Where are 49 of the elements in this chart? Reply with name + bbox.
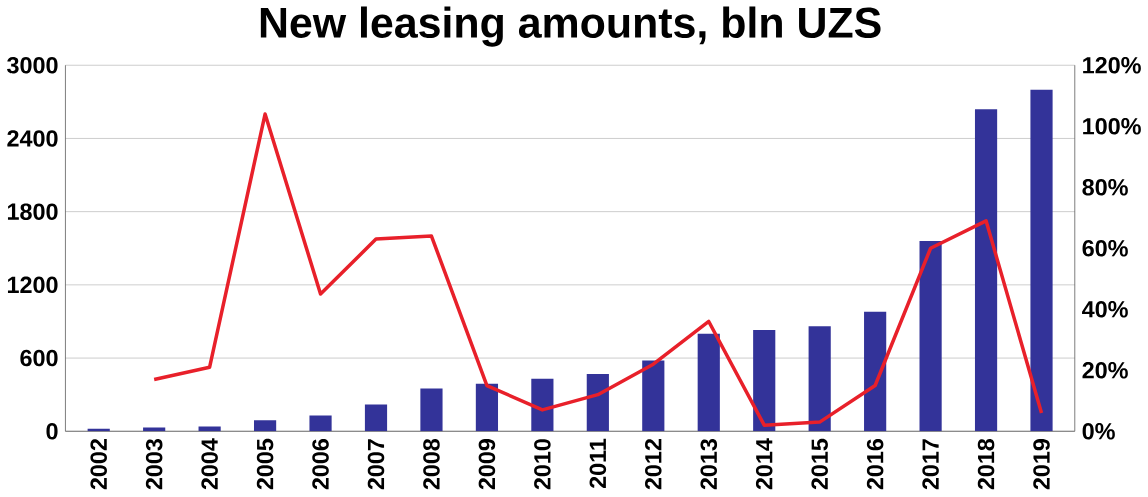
y-tick-label: 0: [46, 423, 58, 440]
bar: [864, 311, 887, 432]
x-tick-label: 2013: [700, 439, 718, 490]
bar: [974, 109, 998, 432]
x-tick-label: 2011: [589, 438, 607, 489]
x-tick-label: 2008: [423, 439, 440, 490]
bar: [1030, 89, 1053, 432]
x-tick-label: 2019: [1033, 439, 1050, 490]
x-tick-label: 2018: [977, 439, 995, 490]
y-tick-label: 3000: [7, 57, 58, 74]
bar: [697, 333, 720, 432]
bar: [531, 378, 554, 432]
x-tick-label: 2005: [256, 438, 274, 490]
x-tick-label: 2010: [534, 439, 551, 490]
y2-tick-label: 120%: [1083, 57, 1141, 74]
chart-title: New leasing amounts, bln UZS: [260, 6, 881, 47]
line-series: [152, 112, 1044, 428]
bar: [198, 426, 221, 432]
x-tick-label: 2014: [755, 438, 773, 490]
x-tick-label: 2003: [145, 439, 163, 490]
y-tick-label: 600: [20, 349, 58, 367]
y2-tick-label: 60%: [1082, 240, 1128, 257]
bar: [309, 415, 332, 432]
bar: [364, 404, 388, 432]
bar: [753, 330, 776, 432]
y2-tick-label: 0%: [1082, 423, 1115, 440]
x-tick-label: 2006: [312, 439, 329, 490]
bar: [475, 383, 499, 432]
x-tick-label: 2015: [811, 438, 828, 490]
x-tick-label: 2002: [90, 439, 107, 490]
bar: [586, 374, 609, 432]
y-tick-label: 1800: [7, 203, 58, 221]
x-tick-label: 2009: [478, 439, 496, 490]
y-tick-label: 1200: [7, 276, 58, 294]
bar: [919, 241, 942, 432]
y-tick-label: 2400: [7, 130, 58, 147]
x-tick-label: 2017: [922, 439, 939, 490]
bar: [808, 326, 831, 432]
x-tick-label: 2016: [866, 439, 884, 490]
x-tick-label: 2007: [367, 439, 385, 490]
bar: [253, 420, 277, 432]
x-tick-label: 2012: [645, 439, 662, 490]
bar: [642, 360, 665, 432]
y2-tick-label: 100%: [1083, 118, 1141, 135]
y2-tick-label: 40%: [1082, 301, 1128, 318]
y2-tick-label: 20%: [1082, 362, 1128, 379]
y2-tick-label: 80%: [1082, 179, 1128, 196]
x-tick-label: 2004: [201, 438, 218, 490]
bar: [420, 388, 443, 432]
